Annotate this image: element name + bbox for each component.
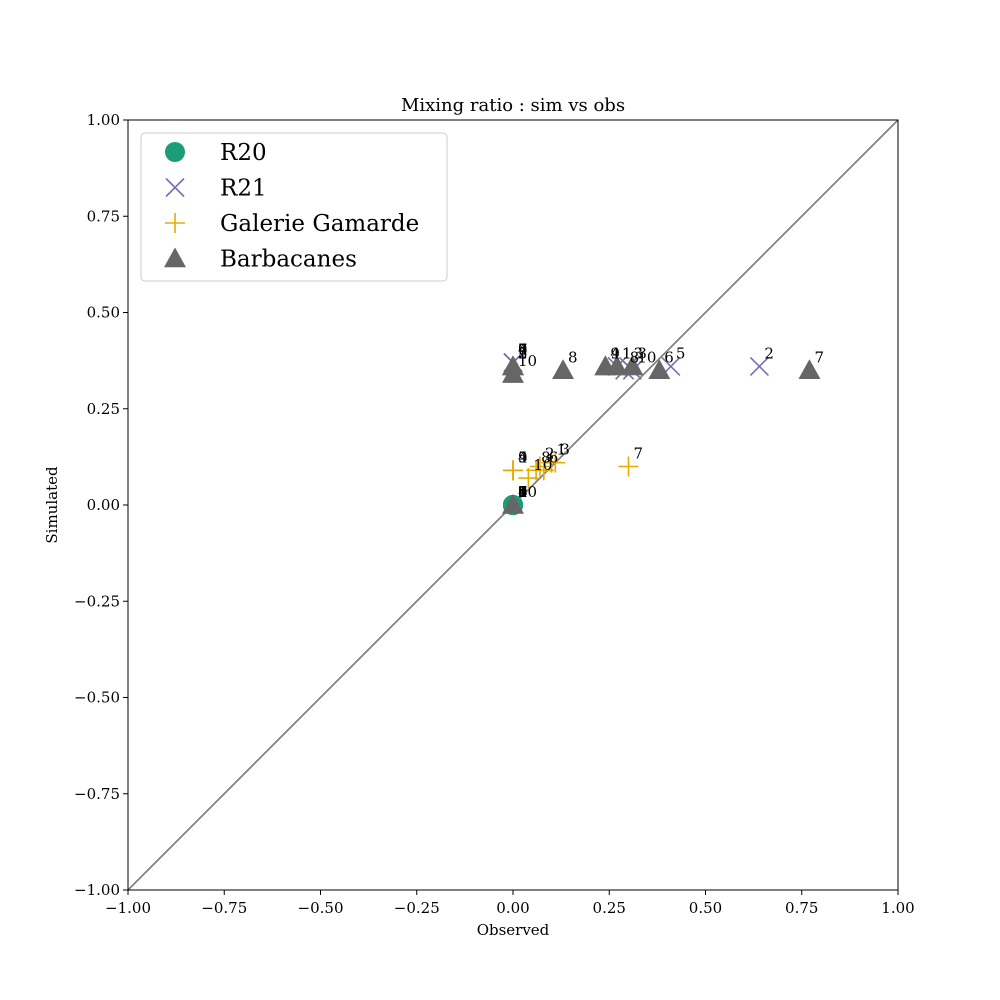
point-label: 3	[634, 344, 644, 362]
data-point	[545, 452, 566, 473]
y-tick-label: 0.50	[87, 304, 120, 322]
x-tick-label: 1.00	[881, 899, 914, 917]
data-point	[594, 355, 617, 376]
y-tick-label: −1.00	[74, 881, 120, 899]
point-label: 1	[622, 344, 632, 362]
point-label: 9	[518, 341, 528, 359]
data-point	[749, 356, 769, 376]
point-label: 7	[518, 341, 528, 359]
point-label: 4	[518, 341, 528, 359]
x-tick-label: 0.00	[496, 899, 529, 917]
point-label: 7	[518, 483, 528, 501]
y-axis-label: Simulated	[43, 466, 61, 544]
data-point	[502, 494, 524, 514]
data-marks	[502, 352, 821, 515]
point-label: 1	[622, 344, 632, 362]
y-tick-label: 0.75	[87, 207, 120, 225]
legend-box	[140, 132, 448, 282]
data-point	[502, 363, 524, 383]
point-label: 8	[541, 448, 551, 466]
y-tick-label: −0.50	[74, 689, 120, 707]
point-label: 4	[610, 344, 620, 362]
x-axis-label: Observed	[477, 921, 550, 939]
point-label: 6	[518, 483, 528, 501]
legend-marker	[165, 213, 185, 233]
legend-label: R21	[220, 176, 267, 202]
point-label: 10	[533, 456, 552, 474]
point-label: 9	[610, 344, 620, 362]
data-point	[552, 359, 575, 380]
point-label: 3	[560, 441, 570, 459]
point-label: 8	[518, 483, 528, 501]
legend-label: Barbacanes	[220, 247, 357, 273]
point-label: 5	[518, 344, 528, 362]
series-barbacanes	[502, 355, 821, 514]
y-tick-label: 0.00	[87, 496, 120, 514]
legend-marker	[165, 177, 185, 198]
data-point	[621, 355, 644, 376]
point-label: 9	[518, 448, 528, 466]
data-point	[526, 460, 547, 481]
data-point	[503, 460, 523, 481]
axis-ticks: −1.00 −0.75 −0.50 −0.25 0.00 0.25 0.50 0.75 1.00…	[74, 111, 915, 917]
x-tick-label: −1.00	[105, 899, 151, 917]
point-label: 3	[637, 344, 647, 362]
chart-title: Mixing ratio : sim vs obs	[401, 95, 625, 116]
y-tick-label: 0.25	[87, 400, 120, 418]
point-label: 6	[518, 341, 528, 359]
point-label: 10	[637, 348, 656, 366]
point-label: 6	[549, 448, 559, 466]
legend-marker	[165, 142, 185, 162]
point-label: 10	[518, 483, 537, 501]
point-label: 4	[518, 448, 528, 466]
y-tick-label: 1.00	[87, 111, 120, 129]
x-tick-label: 0.25	[593, 899, 626, 917]
point-label: 5	[676, 344, 686, 362]
point-label: 2	[518, 483, 528, 501]
legend: R20 R21 Galerie Gamarde Barbacanes	[140, 132, 448, 282]
data-point	[529, 456, 550, 477]
point-label: 9	[518, 483, 528, 501]
y-tick-label: −0.25	[74, 592, 120, 610]
point-label: 5	[518, 448, 528, 466]
point-label: 6	[664, 348, 674, 366]
point-label: 1	[518, 483, 528, 501]
series-galerie-gamarde	[503, 452, 639, 489]
point-label: 8	[630, 348, 640, 366]
data-point	[618, 456, 639, 477]
point-label: 8	[568, 348, 578, 366]
point-label: 3	[518, 483, 528, 501]
data-point	[648, 359, 671, 380]
point-label: 2	[518, 344, 528, 362]
point-label: 2	[764, 344, 774, 362]
point-label: 1	[557, 441, 567, 459]
point-label: 7	[814, 348, 824, 366]
x-tick-label: 0.50	[689, 899, 722, 917]
x-tick-label: 0.75	[785, 899, 818, 917]
legend-label: R20	[220, 140, 267, 166]
data-point	[518, 468, 539, 489]
data-point	[798, 359, 821, 380]
point-label: 2	[545, 445, 555, 463]
point-label: 5	[518, 483, 528, 501]
x-tick-label: −0.25	[394, 899, 440, 917]
x-tick-label: −0.50	[298, 899, 344, 917]
legend-label: Galerie Gamarde	[220, 211, 419, 237]
point-label: 10	[518, 352, 537, 370]
x-tick-label: −0.75	[201, 899, 247, 917]
legend-marker	[164, 247, 186, 268]
plot-frame	[127, 119, 899, 891]
point-label: 4	[518, 483, 528, 501]
point-label: 7	[634, 445, 644, 463]
y-tick-label: −0.75	[74, 785, 120, 803]
